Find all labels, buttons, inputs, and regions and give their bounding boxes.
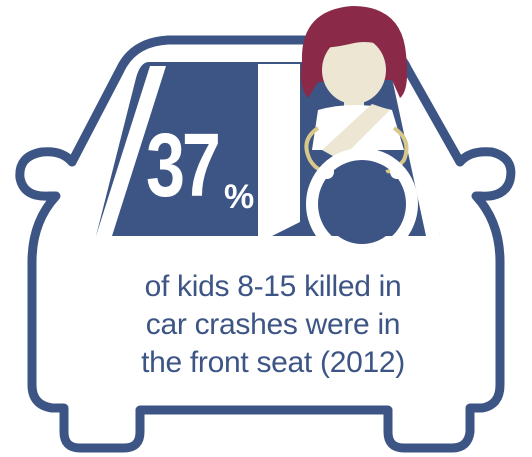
driver-icon (300, 6, 409, 174)
seatbelt-icon (322, 104, 390, 160)
caption-line-3: the front seat (2012) (141, 346, 405, 379)
statistic-unit: % (224, 178, 255, 216)
statistic-caption: of kids 8-15 killed in car crashes were … (108, 268, 438, 382)
driver-face (322, 36, 386, 104)
caption-line-1: of kids 8-15 killed in (144, 270, 402, 303)
windshield-stripe-left (96, 66, 166, 236)
caption-line-2: car crashes were in (145, 308, 401, 341)
windshield-stripe-right (392, 78, 440, 236)
windshield-stripe-center (258, 64, 300, 236)
statistic-value: 37 (146, 116, 221, 216)
driver-fringe (318, 23, 392, 50)
steering-wheel-icon (306, 148, 418, 260)
